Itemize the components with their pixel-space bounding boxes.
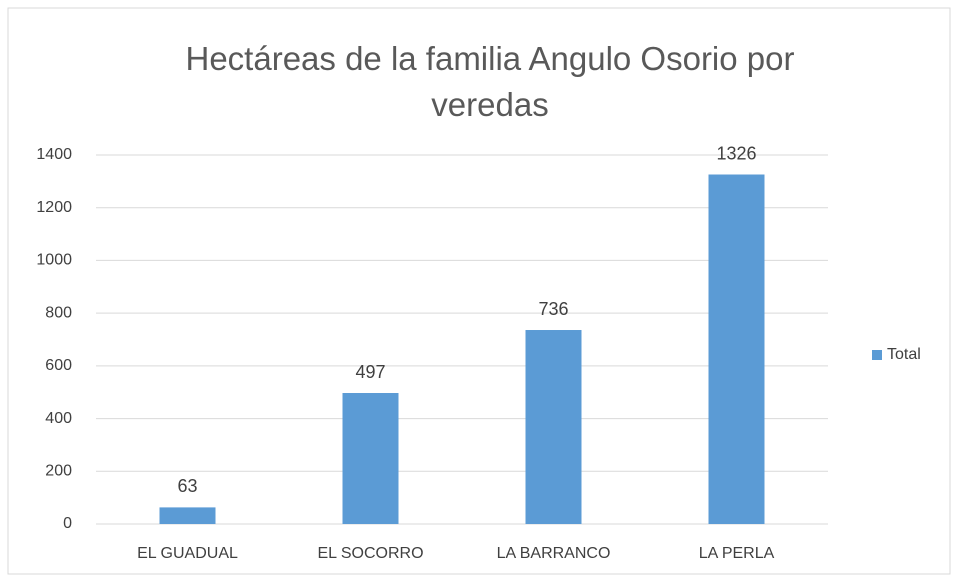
x-tick-label: EL GUADUAL bbox=[137, 545, 238, 562]
data-label: 497 bbox=[355, 362, 385, 382]
bar bbox=[525, 330, 582, 524]
y-tick-label: 200 bbox=[45, 463, 72, 480]
data-label: 63 bbox=[177, 476, 197, 496]
y-tick-label: 1200 bbox=[36, 199, 72, 216]
y-tick-label: 400 bbox=[45, 410, 72, 427]
y-tick-label: 1000 bbox=[36, 252, 72, 269]
y-tick-label: 800 bbox=[45, 304, 72, 321]
data-label: 1326 bbox=[716, 143, 756, 163]
y-tick-label: 600 bbox=[45, 357, 72, 374]
bar bbox=[342, 393, 399, 524]
chart-border bbox=[7, 7, 951, 575]
legend-swatch bbox=[872, 350, 882, 360]
x-tick-label: LA BARRANCO bbox=[497, 545, 611, 562]
bar bbox=[708, 174, 765, 525]
x-tick-label: EL SOCORRO bbox=[317, 545, 423, 562]
y-tick-label: 0 bbox=[63, 515, 72, 532]
data-label: 736 bbox=[538, 299, 568, 319]
x-tick-label: LA PERLA bbox=[699, 545, 775, 562]
legend-label: Total bbox=[887, 346, 921, 363]
bar bbox=[159, 507, 216, 524]
y-tick-label: 1400 bbox=[36, 146, 72, 163]
chart-title: Hectáreas de la familia Angulo Osorio po… bbox=[185, 40, 795, 123]
